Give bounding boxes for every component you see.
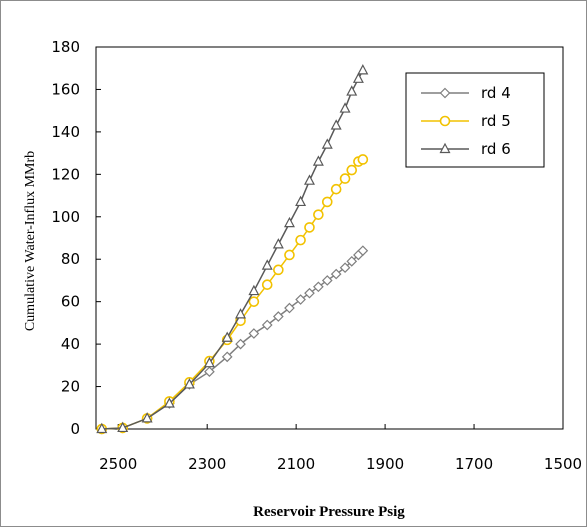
data-point (295, 234, 306, 246)
data-point (235, 338, 246, 350)
y-tick-label: 140 (51, 123, 80, 141)
y-tick-label: 160 (51, 80, 80, 98)
data-point (183, 378, 195, 389)
data-point (321, 275, 333, 286)
y-tick-label: 40 (61, 335, 80, 353)
legend-marker (439, 87, 451, 99)
legend-marker (439, 115, 451, 127)
data-point (357, 154, 369, 165)
y-tick-label: 0 (70, 420, 80, 438)
data-point (330, 268, 342, 280)
legend-box (405, 72, 545, 168)
data-point (304, 287, 315, 299)
data-point (141, 412, 153, 423)
y-tick-label: 100 (51, 208, 80, 226)
data-point (352, 72, 364, 83)
x-tick-label: 1500 (544, 455, 582, 473)
data-point (248, 328, 260, 339)
data-point (203, 356, 215, 368)
data-point (163, 397, 175, 408)
x-tick-label: 2100 (277, 455, 315, 473)
series-line (101, 69, 364, 430)
series-rd-5 (96, 154, 369, 435)
data-point (204, 366, 215, 378)
data-point (248, 296, 260, 307)
legend-marker (439, 142, 451, 154)
legend-label: rd 4 (481, 84, 511, 102)
data-point (330, 119, 342, 130)
plot-area-border (95, 46, 564, 430)
data-point (303, 174, 315, 185)
legend: rd 4 rd 5 rd 6 (405, 72, 545, 168)
data-point (330, 183, 342, 195)
data-point (261, 259, 273, 270)
data-point (261, 319, 273, 331)
y-axis-title: Cumulative Water-Influx MMrb (23, 151, 38, 331)
data-point (261, 279, 273, 290)
data-point (221, 331, 233, 342)
x-tick-label: 2500 (99, 455, 137, 473)
x-tick-label: 1700 (455, 455, 493, 473)
data-point (346, 85, 358, 96)
data-point (284, 249, 295, 261)
data-point (96, 422, 108, 434)
data-point (339, 102, 351, 113)
data-point (272, 238, 284, 249)
data-point (284, 302, 295, 314)
data-point (321, 138, 333, 149)
y-tick-label: 20 (61, 378, 80, 396)
y-tick-label: 180 (51, 38, 80, 56)
data-point (295, 195, 307, 207)
y-tick-label: 60 (61, 293, 80, 311)
data-point (357, 245, 369, 257)
data-point (273, 264, 284, 276)
series-layer (96, 64, 369, 435)
data-point (357, 64, 369, 75)
data-point (273, 311, 284, 322)
data-point (304, 222, 315, 233)
data-point (117, 421, 129, 433)
data-point (346, 255, 358, 267)
data-point (313, 209, 324, 220)
data-point (346, 164, 358, 176)
series-rd-6 (96, 64, 369, 434)
y-tick-label: 80 (61, 250, 80, 268)
data-point (313, 281, 324, 293)
legend-label: rd 5 (481, 112, 511, 130)
axes: 0 20 40 60 80 100 120 140 160 180 2500 2300 2100 1900… (51, 38, 582, 473)
data-point (339, 262, 351, 274)
data-point (248, 284, 260, 296)
x-tick-label: 1900 (366, 455, 404, 473)
data-point (221, 351, 233, 363)
legend-label: rd 6 (481, 140, 511, 158)
data-point (283, 216, 295, 228)
x-tick-label: 2300 (188, 455, 226, 473)
data-point (312, 155, 324, 166)
x-axis-title: Reservoir Pressure Psig (253, 504, 405, 520)
y-tick-label: 120 (51, 165, 80, 183)
data-point (295, 294, 306, 305)
data-point (339, 173, 351, 184)
data-point (235, 308, 247, 319)
data-point (321, 196, 333, 208)
